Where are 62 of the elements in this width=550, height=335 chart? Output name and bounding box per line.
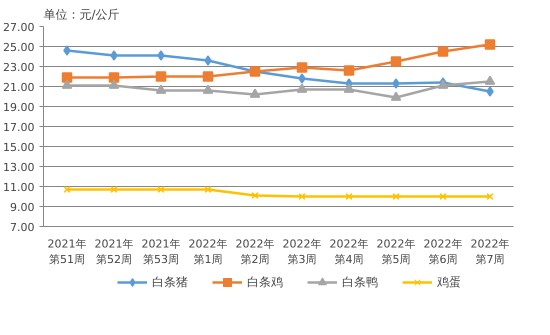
point	[392, 78, 400, 89]
point	[157, 186, 165, 194]
point	[62, 80, 72, 89]
point	[486, 192, 494, 200]
x-tick-label: 2021年第53周	[142, 238, 181, 266]
point	[110, 186, 118, 194]
point	[345, 192, 353, 200]
point	[63, 186, 71, 194]
point	[438, 80, 448, 89]
point	[344, 65, 354, 76]
point	[344, 84, 354, 93]
point	[486, 86, 494, 97]
point	[156, 84, 166, 94]
point	[110, 50, 118, 61]
y-tick-label: 11.00	[3, 181, 35, 194]
x-tick-label: 2021年第51周	[48, 238, 87, 266]
point	[63, 45, 71, 56]
point	[390, 56, 402, 67]
point	[62, 72, 72, 83]
chart-title: 单位：元/公斤	[44, 8, 120, 22]
legend-label: 白条鸭	[342, 274, 378, 290]
legend-label: 白条鸡	[247, 274, 283, 290]
y-tick-label: 23.00	[3, 61, 35, 74]
point	[484, 39, 496, 50]
x-tick-label: 2022年第5周	[376, 238, 416, 266]
point	[202, 71, 214, 82]
point	[156, 71, 166, 82]
point	[484, 76, 496, 85]
y-tick-label: 7.00	[10, 221, 35, 234]
y-tick-label: 13.00	[3, 161, 35, 174]
point	[296, 84, 308, 93]
y-tick-label: 19.00	[3, 101, 35, 114]
point	[298, 73, 306, 84]
point	[204, 55, 212, 66]
x-tick-label: 2022年第6周	[424, 238, 463, 266]
point	[296, 62, 308, 73]
y-tick-label: 17.00	[3, 121, 35, 134]
x-tick-label: 2021年第52周	[94, 238, 134, 266]
legend-label: 白条猪	[152, 274, 188, 290]
point	[298, 192, 306, 200]
point	[438, 46, 448, 57]
y-tick-label: 15.00	[3, 141, 35, 154]
y-tick-label: 21.00	[3, 81, 35, 94]
point	[392, 192, 400, 200]
legend-label: 鸡蛋	[437, 274, 461, 290]
y-tick-label: 27.00	[3, 21, 35, 34]
point	[157, 50, 165, 61]
x-tick-label: 2022年第2周	[236, 238, 275, 266]
point	[202, 84, 214, 94]
y-tick-label: 9.00	[10, 201, 35, 214]
x-tick-label: 2022年第3周	[282, 238, 322, 266]
point	[204, 186, 212, 194]
y-tick-label: 25.00	[3, 41, 35, 54]
x-tick-label: 2022年第7周	[470, 238, 510, 266]
x-tick-label: 2022年第1周	[188, 238, 228, 266]
point	[108, 72, 120, 83]
point	[251, 192, 259, 200]
x-tick-label: 2022年第4周	[330, 238, 369, 266]
point	[439, 192, 447, 200]
point	[108, 80, 120, 89]
point	[390, 92, 402, 101]
point	[250, 88, 260, 98]
